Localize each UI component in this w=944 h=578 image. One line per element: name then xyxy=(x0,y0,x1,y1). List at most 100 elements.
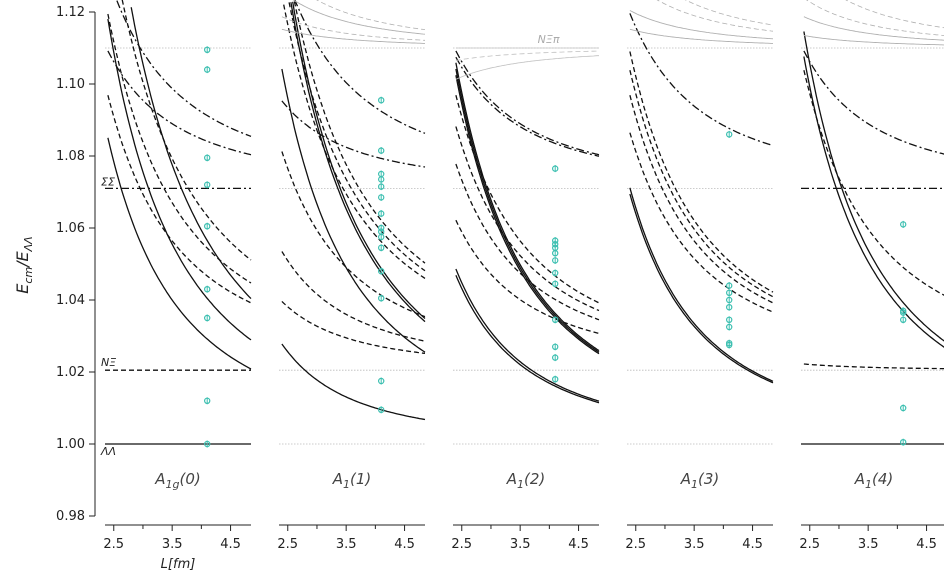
data-point xyxy=(378,268,385,275)
energy-level-curve xyxy=(116,0,252,138)
energy-level-curve xyxy=(455,56,600,157)
energy-level-curve xyxy=(292,1,426,319)
energy-level-curve xyxy=(656,0,774,32)
data-point xyxy=(552,237,559,244)
panel-label: A1(4) xyxy=(854,470,894,491)
data-point xyxy=(900,316,907,323)
data-point xyxy=(378,210,385,217)
data-point xyxy=(726,316,733,323)
data-point xyxy=(378,183,385,190)
energy-level-curve xyxy=(629,28,773,44)
data-point xyxy=(378,295,385,302)
energy-level-curve xyxy=(288,2,426,272)
energy-level-curve xyxy=(629,132,774,313)
threshold-label: NΞπ xyxy=(538,33,560,46)
x-tick-label: 2.5 xyxy=(625,537,646,552)
energy-level-curve xyxy=(121,0,252,261)
energy-level-curve xyxy=(294,0,426,134)
energy-level-curve xyxy=(281,28,425,44)
data-point xyxy=(552,316,559,323)
panel-label: A1(1) xyxy=(332,470,372,491)
energy-level-curve xyxy=(803,363,944,370)
data-point xyxy=(203,66,211,73)
data-point xyxy=(552,165,559,172)
data-point xyxy=(378,96,385,104)
energy-level-curve xyxy=(107,18,252,341)
energy-level-curve xyxy=(629,70,774,298)
data-point xyxy=(378,194,385,201)
energy-level-curve xyxy=(455,268,600,402)
energy-level-curve xyxy=(803,35,944,46)
x-axis-label: L[fm] xyxy=(161,557,196,572)
x-tick-label: 3.5 xyxy=(858,537,879,552)
energy-level-curve xyxy=(629,10,774,40)
data-point xyxy=(378,377,385,385)
energy-level-curve xyxy=(629,95,774,304)
data-point xyxy=(552,343,559,350)
energy-level-curve xyxy=(455,275,600,404)
panel-label: A1(3) xyxy=(680,470,720,491)
energy-level-curve xyxy=(629,193,774,384)
energy-level-curve xyxy=(455,126,600,312)
x-tick-label: 3.5 xyxy=(684,537,705,552)
data-point xyxy=(552,280,559,287)
data-point xyxy=(203,286,211,293)
energy-level-curve xyxy=(806,0,944,36)
data-point xyxy=(552,257,559,264)
threshold-label: ΛΛ xyxy=(100,445,116,458)
x-tick-label: 3.5 xyxy=(336,537,357,552)
x-tick-label: 2.5 xyxy=(451,537,472,552)
y-tick-label: 1.04 xyxy=(56,293,85,308)
data-point xyxy=(203,181,211,188)
y-tick-label: 1.08 xyxy=(56,149,85,164)
data-point xyxy=(552,269,559,277)
energy-level-curve xyxy=(455,95,600,304)
threshold-label: ΣΣ xyxy=(101,175,115,188)
x-tick-label: 4.5 xyxy=(394,537,415,552)
y-axis-label: Ecm/EΛΛ xyxy=(13,236,35,293)
energy-level-curve xyxy=(281,151,426,318)
energy-level-curve xyxy=(283,4,426,279)
energy-level-curve xyxy=(803,70,944,296)
data-point xyxy=(726,131,733,138)
energy-level-curve xyxy=(455,75,600,355)
data-point xyxy=(726,296,733,304)
data-point xyxy=(726,304,733,311)
energy-level-curve xyxy=(455,219,600,335)
x-tick-label: 3.5 xyxy=(510,537,531,552)
data-point xyxy=(900,404,907,412)
panel-label: A1(2) xyxy=(506,470,546,491)
x-tick-label: 4.5 xyxy=(742,537,763,552)
energy-level-curve xyxy=(316,0,426,30)
data-point xyxy=(378,406,385,413)
threshold-label: NΞ xyxy=(101,356,116,369)
energy-level-curve xyxy=(629,13,774,147)
x-tick-label: 2.5 xyxy=(799,537,820,552)
data-point xyxy=(900,221,907,228)
data-point xyxy=(726,340,733,347)
data-point xyxy=(203,314,211,322)
energy-level-curve xyxy=(281,300,426,355)
data-point xyxy=(726,282,733,289)
x-tick-label: 2.5 xyxy=(277,537,298,552)
energy-level-curve xyxy=(803,56,944,348)
data-point xyxy=(203,222,211,230)
energy-level-curve xyxy=(455,68,600,353)
data-point xyxy=(203,397,211,404)
energy-level-curve xyxy=(455,62,600,352)
y-tick-label: 1.02 xyxy=(56,365,85,380)
energy-level-curve xyxy=(803,16,944,41)
energy-level-curve xyxy=(107,95,252,304)
data-point xyxy=(900,307,907,314)
y-tick-label: 1.10 xyxy=(56,77,85,92)
energy-level-curve xyxy=(281,16,425,41)
x-tick-label: 4.5 xyxy=(568,537,589,552)
x-tick-label: 4.5 xyxy=(220,537,241,552)
energy-level-curve xyxy=(107,137,252,370)
data-point xyxy=(726,289,733,296)
energy-level-curve xyxy=(130,7,252,300)
data-point xyxy=(203,440,211,448)
data-point xyxy=(203,46,211,54)
energy-level-curve xyxy=(455,50,600,156)
